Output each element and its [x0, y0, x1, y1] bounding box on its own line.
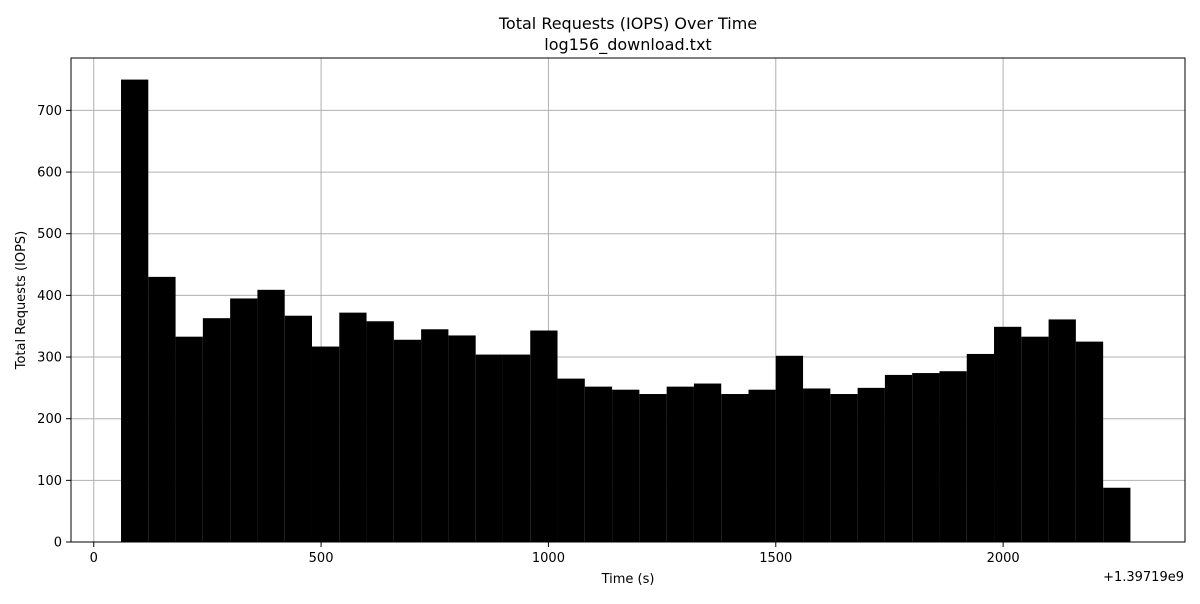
histogram-bar [230, 298, 258, 542]
y-tick-label: 500 [37, 227, 62, 242]
histogram-bar [448, 335, 476, 542]
histogram-bar [148, 276, 176, 542]
histogram-bar [830, 394, 858, 542]
y-tick-label: 600 [37, 166, 62, 181]
chart-title: Total Requests (IOPS) Over Time [498, 14, 757, 33]
histogram-bar [884, 374, 913, 542]
y-tick-label: 200 [37, 412, 62, 427]
x-tick-label: 2000 [987, 551, 1020, 566]
histogram-bar [612, 389, 640, 542]
x-offset-label: +1.39719e9 [1103, 570, 1184, 585]
histogram-bar [639, 394, 667, 542]
histogram-bar [1048, 319, 1076, 542]
histogram-bar [666, 386, 694, 542]
histogram-bar [339, 312, 367, 542]
x-axis-label: Time (s) [601, 572, 655, 587]
y-tick-label: 400 [37, 289, 62, 304]
histogram-bar [584, 386, 613, 542]
plot-frame [70, 57, 1186, 543]
histogram-bar [912, 373, 940, 542]
histogram-bar [748, 389, 776, 542]
y-axis-label: Total Requests (IOPS) [14, 231, 29, 371]
histogram-bar [721, 394, 749, 542]
y-tick-label: 0 [54, 536, 62, 551]
histogram-bar [1075, 341, 1104, 542]
histogram-bar [502, 354, 531, 542]
histogram-bar [475, 354, 503, 542]
chart-subtitle: log156_download.txt [544, 35, 711, 55]
histogram-bar [994, 326, 1022, 542]
histogram-bar [557, 378, 585, 542]
x-tick-label: 1000 [532, 551, 565, 566]
histogram-bar [693, 383, 722, 542]
histogram-bar [939, 371, 967, 542]
histogram-bar [421, 329, 449, 542]
histogram-bar [966, 353, 995, 542]
x-tick-label: 500 [309, 551, 334, 566]
histogram-bar [257, 289, 285, 542]
histogram-bar [1103, 487, 1131, 542]
y-tick-label: 300 [37, 351, 62, 366]
histogram-bar [202, 318, 231, 542]
histogram-bar [175, 336, 203, 542]
histogram-bar [857, 387, 885, 542]
histogram-bar [775, 355, 804, 542]
ticks-layer: 0 500 1000 1500 2000 0 100 200 300 400 500 600 700 [37, 104, 1019, 566]
histogram-bar [530, 330, 558, 542]
histogram-bar [803, 388, 831, 542]
y-tick-label: 100 [37, 474, 62, 489]
histogram-bar [366, 321, 394, 542]
histogram-bar [1021, 336, 1049, 542]
x-tick-label: 0 [90, 551, 98, 566]
histogram-bar [311, 346, 340, 542]
x-tick-label: 1500 [759, 551, 792, 566]
histogram-bar [284, 315, 312, 542]
bars-layer [121, 79, 1131, 542]
histogram-bar [393, 339, 422, 542]
y-tick-label: 700 [37, 104, 62, 119]
histogram-bar [121, 79, 149, 542]
